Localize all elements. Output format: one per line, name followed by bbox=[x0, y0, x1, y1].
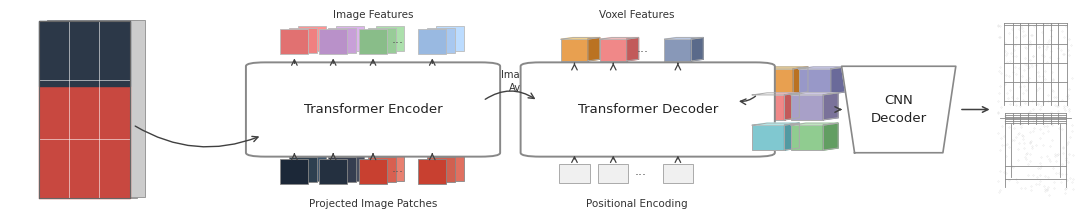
Text: ...: ... bbox=[392, 33, 404, 46]
Bar bbox=[791, 125, 823, 150]
Polygon shape bbox=[626, 38, 638, 61]
Polygon shape bbox=[691, 38, 703, 61]
Polygon shape bbox=[791, 93, 838, 95]
Bar bbox=[289, 157, 318, 182]
Polygon shape bbox=[823, 93, 838, 120]
Text: CNN
Decoder: CNN Decoder bbox=[870, 95, 927, 124]
Bar bbox=[289, 28, 318, 53]
Bar bbox=[328, 157, 355, 182]
Polygon shape bbox=[791, 123, 838, 125]
Polygon shape bbox=[784, 93, 799, 120]
Bar bbox=[798, 69, 831, 94]
Bar bbox=[336, 26, 364, 51]
Bar bbox=[418, 29, 446, 54]
Polygon shape bbox=[841, 66, 956, 153]
Bar bbox=[599, 39, 626, 61]
Text: Image Features: Image Features bbox=[333, 10, 414, 20]
Bar bbox=[427, 157, 455, 182]
Polygon shape bbox=[798, 67, 846, 69]
Polygon shape bbox=[561, 38, 599, 39]
Text: Projected Image Patches: Projected Image Patches bbox=[309, 199, 437, 209]
Text: ...: ... bbox=[634, 165, 646, 178]
Bar bbox=[298, 156, 326, 181]
Polygon shape bbox=[588, 38, 599, 61]
Bar bbox=[598, 164, 629, 183]
Polygon shape bbox=[831, 67, 846, 94]
Bar bbox=[760, 69, 793, 94]
Bar bbox=[359, 29, 387, 54]
Bar bbox=[376, 156, 404, 181]
Text: Positional Encoding: Positional Encoding bbox=[586, 199, 688, 209]
Bar bbox=[376, 26, 404, 51]
Bar bbox=[427, 28, 455, 53]
Bar bbox=[367, 28, 395, 53]
Text: Image-wise
Average: Image-wise Average bbox=[501, 70, 557, 93]
Bar bbox=[561, 39, 588, 61]
Bar bbox=[320, 29, 347, 54]
Bar bbox=[435, 156, 463, 181]
Bar bbox=[281, 29, 309, 54]
Polygon shape bbox=[664, 38, 703, 39]
Bar bbox=[328, 28, 355, 53]
Text: Transformer Decoder: Transformer Decoder bbox=[578, 103, 718, 116]
FancyBboxPatch shape bbox=[246, 62, 500, 157]
Polygon shape bbox=[823, 123, 838, 150]
Bar bbox=[46, 20, 137, 198]
Polygon shape bbox=[39, 21, 130, 86]
Text: Transformer Encoder: Transformer Encoder bbox=[303, 103, 443, 116]
Bar bbox=[281, 159, 309, 184]
Polygon shape bbox=[793, 67, 808, 94]
Polygon shape bbox=[760, 67, 808, 69]
Bar bbox=[298, 26, 326, 51]
Polygon shape bbox=[599, 38, 638, 39]
Polygon shape bbox=[784, 123, 799, 150]
Text: ...: ... bbox=[392, 162, 404, 175]
FancyBboxPatch shape bbox=[521, 62, 774, 157]
Bar bbox=[663, 164, 693, 183]
Bar bbox=[418, 159, 446, 184]
Polygon shape bbox=[752, 93, 799, 95]
Polygon shape bbox=[752, 123, 799, 125]
Bar bbox=[54, 20, 145, 197]
Bar bbox=[791, 95, 823, 120]
Text: ...: ... bbox=[636, 42, 648, 55]
Bar bbox=[367, 157, 395, 182]
Bar bbox=[320, 159, 347, 184]
Bar bbox=[359, 159, 387, 184]
Polygon shape bbox=[39, 86, 130, 198]
Text: Voxel Features: Voxel Features bbox=[599, 10, 675, 20]
Bar bbox=[39, 21, 130, 198]
Bar bbox=[664, 39, 691, 61]
Bar bbox=[336, 156, 364, 181]
Bar bbox=[559, 164, 590, 183]
Bar bbox=[752, 95, 784, 120]
Bar bbox=[435, 26, 463, 51]
Bar bbox=[752, 125, 784, 150]
